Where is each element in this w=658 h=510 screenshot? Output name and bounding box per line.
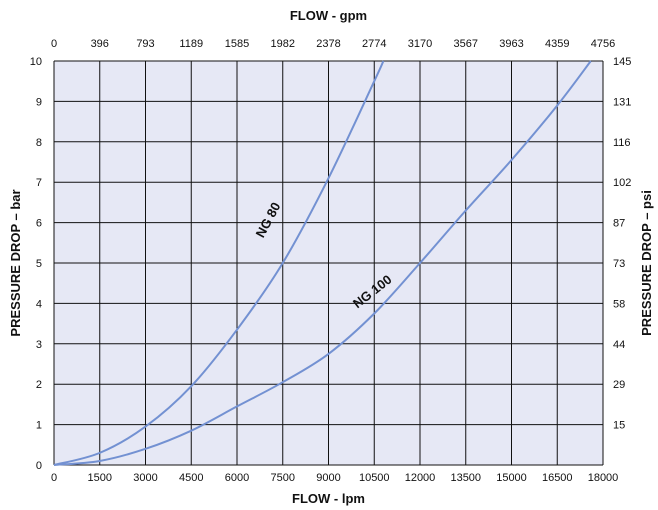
y-tick-left: 10	[30, 56, 42, 68]
y-tick-right: 102	[613, 177, 631, 189]
series-line-ng-80	[53, 60, 385, 466]
y-tick-right: 58	[613, 298, 625, 310]
x-tick-top: 1982	[271, 38, 295, 50]
x-tick-top: 3170	[408, 38, 432, 50]
x-tick-bottom: 10500	[359, 472, 390, 484]
y-tick-left: 4	[36, 298, 42, 310]
y-tick-left: 5	[36, 258, 42, 270]
x-tick-top: 3963	[499, 38, 523, 50]
x-tick-bottom: 13500	[450, 472, 481, 484]
x-tick-bottom: 7500	[271, 472, 295, 484]
x-tick-bottom: 9000	[316, 472, 340, 484]
y-tick-left: 8	[36, 137, 42, 149]
x-tick-bottom: 12000	[405, 472, 436, 484]
x-tick-top: 1585	[225, 38, 249, 50]
series-line-ng-100	[53, 60, 592, 466]
x-tick-bottom: 6000	[225, 472, 249, 484]
x-tick-top: 2378	[316, 38, 340, 50]
curves	[53, 60, 592, 466]
x-tick-top: 0	[51, 38, 57, 50]
y-tick-left: 2	[36, 379, 42, 391]
y-tick-right: 73	[613, 258, 625, 270]
grid	[53, 60, 604, 466]
x-tick-top: 4359	[545, 38, 569, 50]
x-tick-top: 2774	[362, 38, 386, 50]
x-tick-bottom: 0	[51, 472, 57, 484]
x-tick-bottom: 15000	[496, 472, 527, 484]
x-tick-top: 4756	[591, 38, 615, 50]
x-tick-top: 1189	[179, 38, 203, 50]
x-tick-bottom: 18000	[588, 472, 619, 484]
y-axis-title-right: PRESSURE DROP – psi	[639, 190, 654, 336]
x-tick-top: 396	[91, 38, 109, 50]
x-tick-top: 793	[136, 38, 154, 50]
y-tick-right: 44	[613, 339, 625, 351]
y-tick-right: 87	[613, 218, 625, 230]
x-tick-bottom: 3000	[133, 472, 157, 484]
y-tick-left: 3	[36, 339, 42, 351]
y-tick-right: 116	[613, 137, 631, 149]
x-axis-title-top: FLOW - gpm	[290, 8, 367, 23]
x-tick-bottom: 1500	[88, 472, 112, 484]
x-tick-bottom: 16500	[542, 472, 573, 484]
x-axis-title-bottom: FLOW - lpm	[292, 491, 365, 506]
y-tick-right: 131	[613, 96, 631, 108]
y-tick-left: 0	[36, 460, 42, 472]
x-tick-bottom: 4500	[179, 472, 203, 484]
y-tick-right: 145	[613, 56, 631, 68]
y-tick-left: 6	[36, 218, 42, 230]
y-tick-right: 29	[613, 379, 625, 391]
y-tick-left: 9	[36, 96, 42, 108]
x-tick-top: 3567	[454, 38, 478, 50]
y-tick-left: 1	[36, 420, 42, 432]
tick-labels: 0 1500 3000 4500 6000 7500 9000 10500 12000 13500…	[30, 38, 632, 484]
y-tick-left: 7	[36, 177, 42, 189]
y-axis-title-left: PRESSURE DROP – bar	[8, 189, 23, 336]
y-tick-right: 15	[613, 420, 625, 432]
